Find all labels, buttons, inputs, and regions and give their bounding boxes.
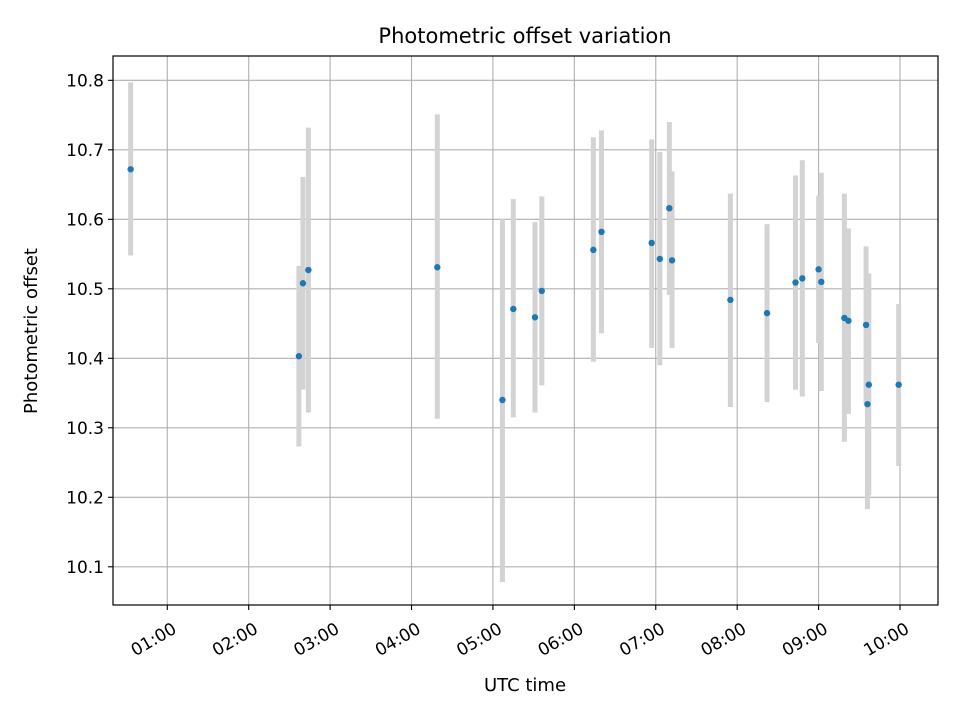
y-axis-title: Photometric offset [21, 248, 42, 414]
data-point [864, 400, 871, 408]
data-point [668, 257, 676, 264]
y-axis: 10.1 10.2 10.3 10.4 10.5 10.6 10.7 10.8 [66, 71, 113, 578]
chart-title: Photometric offset variation [378, 24, 671, 48]
data-point [792, 279, 799, 286]
data-point [815, 266, 822, 273]
y-tick-label: 10.8 [66, 71, 104, 91]
data-point [510, 305, 517, 313]
data-point [865, 381, 872, 388]
y-tick-label: 10.7 [66, 141, 104, 161]
data-point [845, 317, 852, 324]
y-tick-label: 10.5 [66, 280, 104, 300]
y-tick-label: 10.4 [66, 349, 104, 369]
data-point [818, 278, 825, 286]
y-tick-label: 10.6 [66, 210, 104, 230]
data-point [666, 204, 673, 212]
data-point [895, 381, 902, 388]
data-point [295, 353, 303, 360]
data-point [862, 321, 870, 329]
data-point [590, 246, 597, 254]
y-tick-label: 10.2 [66, 488, 104, 508]
data-point [598, 228, 605, 236]
data-points [127, 166, 902, 408]
data-point [799, 275, 806, 282]
data-point [434, 264, 441, 271]
data-point [648, 239, 655, 247]
data-point [531, 314, 539, 321]
y-tick-label: 10.1 [66, 558, 104, 578]
data-point [763, 309, 771, 317]
data-point [305, 266, 312, 274]
data-point [727, 296, 734, 304]
data-point [299, 280, 307, 287]
y-tick-label: 10.3 [66, 419, 104, 439]
x-axis-title: UTC time [484, 675, 566, 696]
data-point [499, 396, 506, 404]
data-point [538, 287, 545, 295]
data-point [656, 255, 664, 263]
plot-frame [112, 55, 939, 606]
data-point [127, 166, 134, 173]
